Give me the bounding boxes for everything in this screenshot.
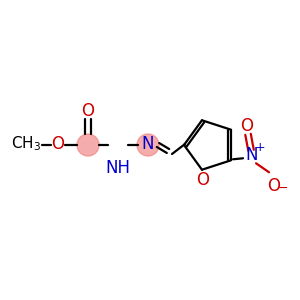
- Text: +: +: [255, 141, 265, 154]
- Text: CH$_3$: CH$_3$: [11, 135, 41, 153]
- Text: NH: NH: [106, 159, 130, 177]
- Circle shape: [77, 134, 99, 156]
- Text: O: O: [52, 135, 64, 153]
- Text: N: N: [142, 135, 154, 153]
- Text: O: O: [268, 177, 281, 195]
- Text: O: O: [82, 102, 94, 120]
- Text: O: O: [196, 171, 209, 189]
- Text: O: O: [241, 117, 254, 135]
- Circle shape: [137, 134, 159, 156]
- Text: −: −: [278, 182, 288, 195]
- Text: N: N: [246, 146, 258, 164]
